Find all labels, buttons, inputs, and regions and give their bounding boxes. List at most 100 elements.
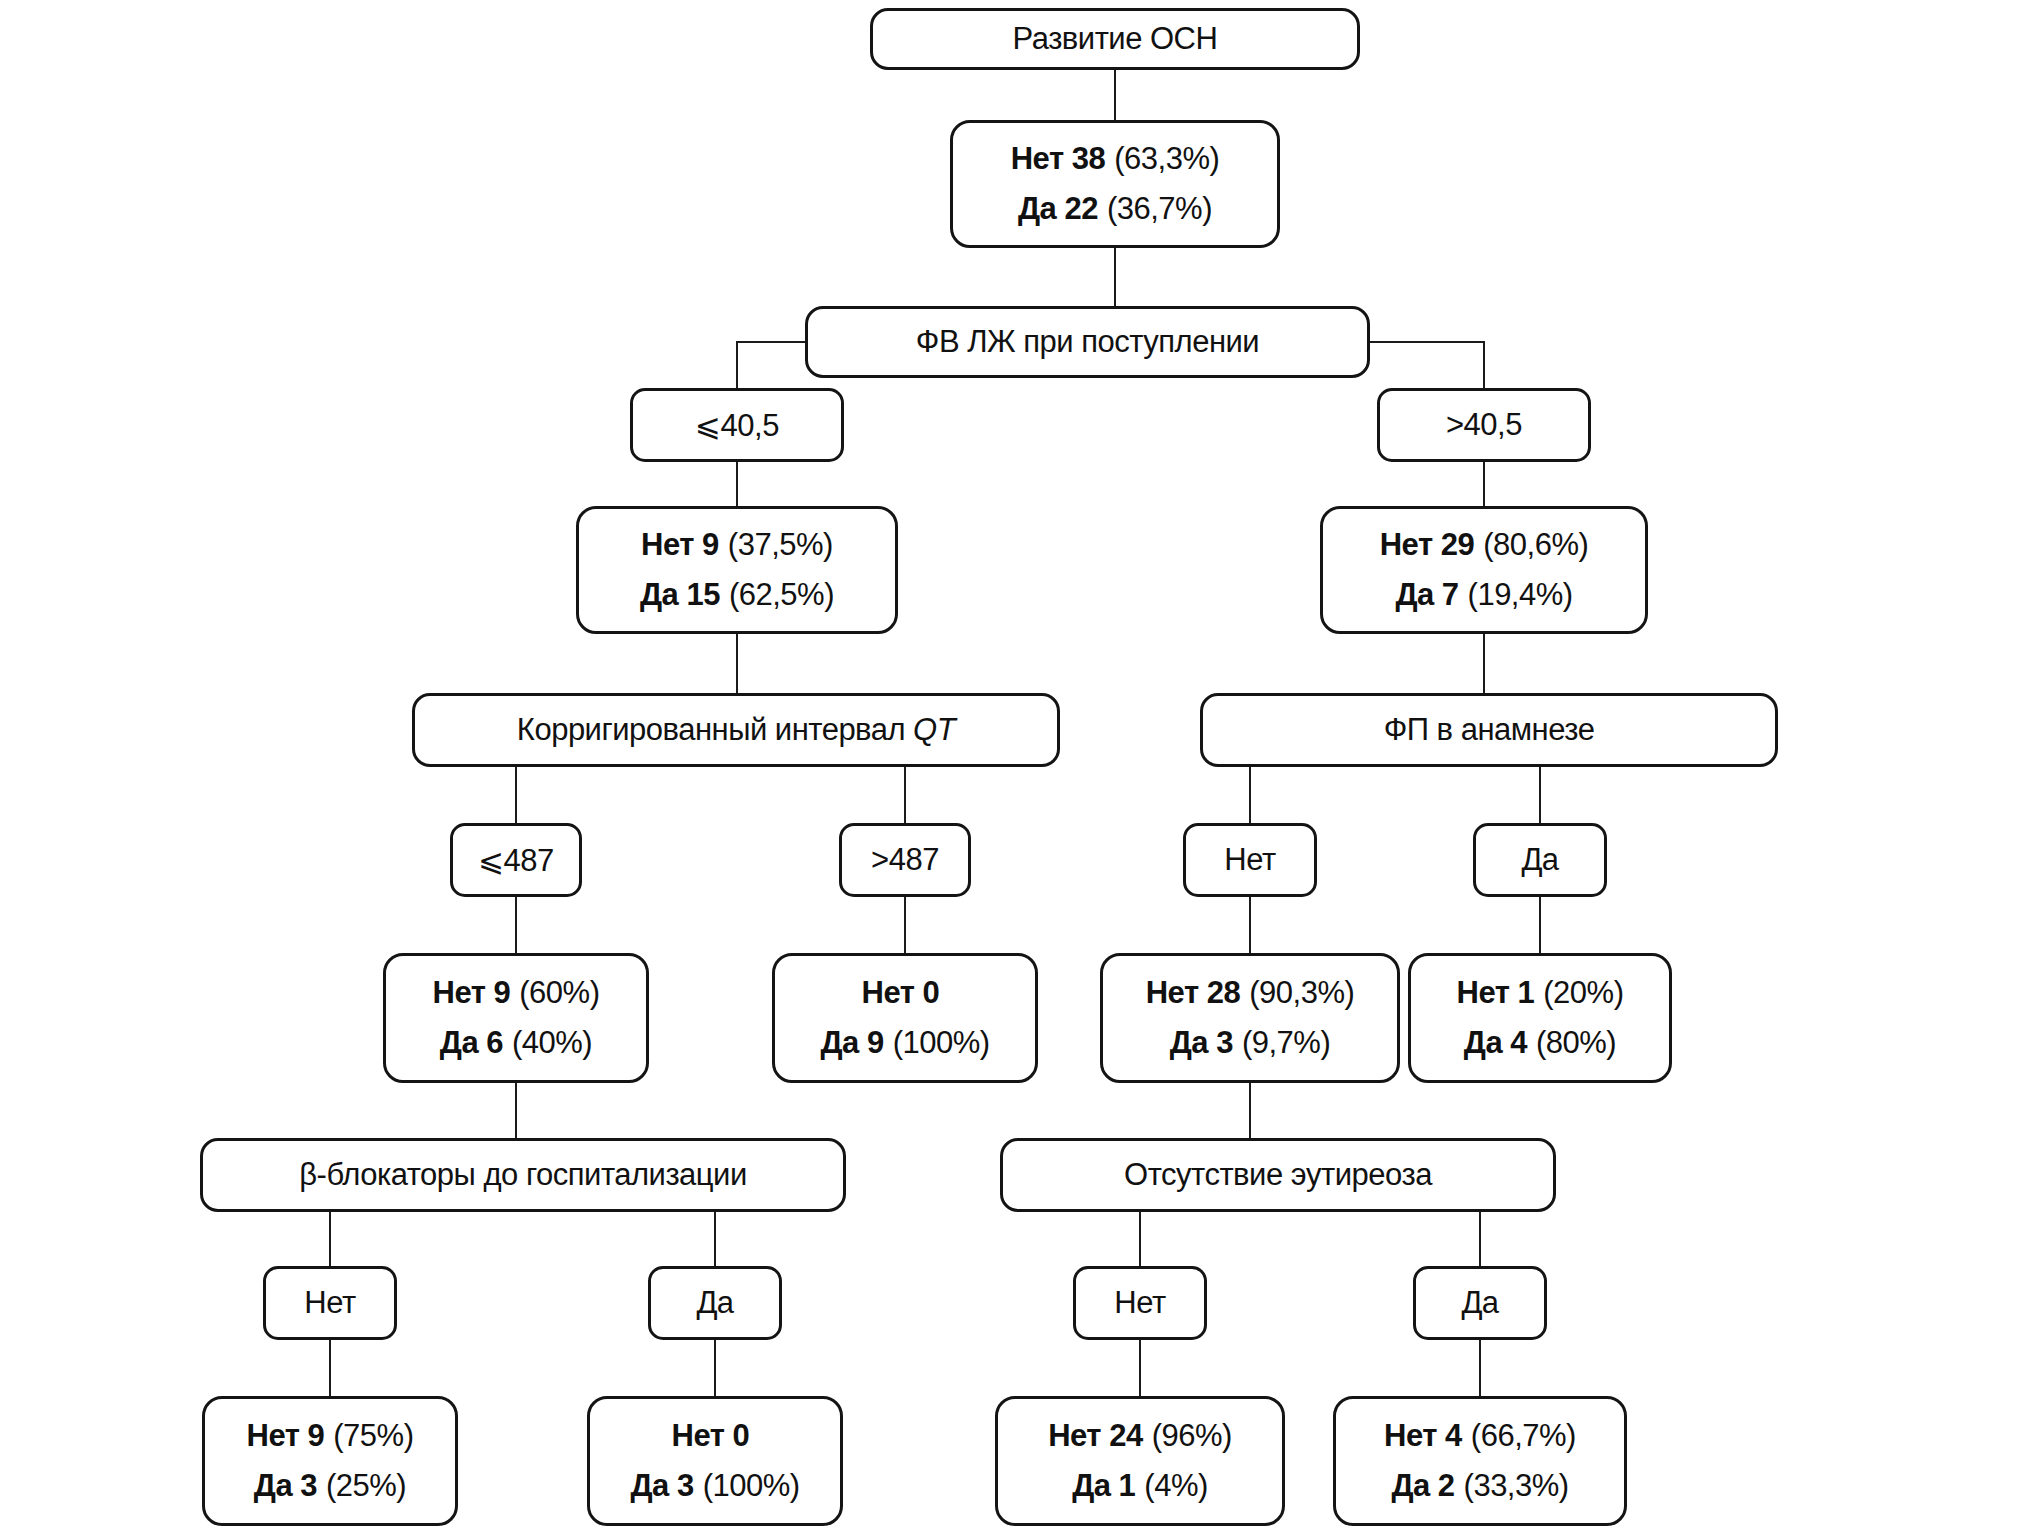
stat-line-no: Нет 1(20%) [1457,968,1624,1018]
node-stats-qt-le: Нет 9(60%) Да 6 (40%) [383,953,649,1083]
stat-no-label: Нет 29 [1380,527,1475,562]
node-qt-decision-label: Корригированный интервал [517,712,905,748]
stat-line-no: Нет 24 (96%) [1048,1411,1232,1461]
node-euthyroid-decision: Отсутствие эутиреоза [1000,1138,1556,1212]
stat-yes-pct: (100%) [703,1468,800,1503]
node-af-no: Нет [1183,823,1317,897]
node-qt-gt-487: >487 [839,823,971,897]
stat-no-label: Нет 4 [1384,1418,1462,1453]
node-qt-le-487: ⩽487 [450,823,582,897]
node-lvef-le-405: ⩽40,5 [630,388,844,462]
stat-yes-pct: (36,7%) [1107,191,1212,226]
node-lvef-decision: ФВ ЛЖ при поступлении [805,306,1370,378]
stat-line-no: Нет 9(75%) [247,1411,414,1461]
stat-yes-label: Да 22 [1018,191,1098,226]
connector-elbow [737,342,805,388]
node-stats-lvef-le: Нет 9 (37,5%) Да 15 (62,5%) [576,506,898,634]
stat-yes-pct: (33,3%) [1464,1468,1569,1503]
stat-yes-label: Да 15 [640,577,720,612]
stat-no-label: Нет 24 [1048,1418,1143,1453]
stat-yes-label: Да 9 [820,1025,883,1060]
node-stats-eu-no: Нет 24 (96%) Да 1 (4%) [995,1396,1285,1526]
node-eu-no-label: Нет [1114,1285,1165,1321]
stat-no-pct: (80,6%) [1483,527,1588,562]
stat-yes-pct: (25%) [326,1468,406,1503]
node-eu-yes: Да [1413,1266,1547,1340]
stat-no-pct: (37,5%) [728,527,833,562]
stat-line-yes: Да 7(19,4%) [1395,570,1572,620]
stat-yes-pct: (62,5%) [729,577,834,612]
stat-line-yes: Да 1 (4%) [1072,1461,1208,1511]
stat-yes-label: Да 4 [1464,1025,1527,1060]
stat-yes-label: Да 6 [440,1025,503,1060]
stat-line-yes: Да 22 (36,7%) [1018,184,1212,234]
node-qt-decision-label-italic: QT [913,712,955,748]
node-af-yes-label: Да [1521,842,1558,878]
node-stats-lvef-gt: Нет 29(80,6%) Да 7(19,4%) [1320,506,1648,634]
stat-no-pct: (75%) [333,1418,413,1453]
stat-line-no: Нет 0 [862,968,949,1018]
stat-line-no: Нет 9 (37,5%) [641,520,833,570]
stat-no-label: Нет 9 [247,1418,325,1453]
stat-line-no: Нет 9(60%) [433,968,600,1018]
stat-line-yes: Да 3 (9,7%) [1170,1018,1331,1068]
stat-no-pct: (20%) [1543,975,1623,1010]
connector-elbow [1370,342,1484,388]
stat-yes-label: Да 3 [630,1468,693,1503]
stat-no-label: Нет 0 [862,975,940,1010]
node-root-stats: Нет 38(63,3%) Да 22 (36,7%) [950,120,1280,248]
stat-yes-pct: (100%) [893,1025,990,1060]
stat-line-no: Нет 4 (66,7%) [1384,1411,1576,1461]
node-root-title-label: Развитие ОСН [1013,21,1218,57]
node-root-title: Развитие ОСН [870,8,1360,70]
node-qt-decision: Корригированный интервал QT [412,693,1060,767]
stat-no-pct: (96%) [1152,1418,1232,1453]
stat-line-yes: Да 9 (100%) [820,1018,989,1068]
stat-yes-pct: (80%) [1536,1025,1616,1060]
stat-no-pct: (63,3%) [1114,141,1219,176]
stat-no-label: Нет 38 [1011,141,1106,176]
stat-line-yes: Да 3 (25%) [254,1461,406,1511]
stat-no-pct: (66,7%) [1471,1418,1576,1453]
node-lvef-le-405-label: ⩽40,5 [695,407,779,444]
stat-line-yes: Да 4 (80%) [1464,1018,1616,1068]
node-stats-eu-yes: Нет 4 (66,7%) Да 2 (33,3%) [1333,1396,1627,1526]
stat-yes-pct: (9,7%) [1242,1025,1330,1060]
node-stats-bb-yes: Нет 0 Да 3 (100%) [587,1396,843,1526]
node-bb-no: Нет [263,1266,397,1340]
node-af-decision-label: ФП в анамнезе [1384,712,1595,748]
stat-line-no: Нет 38(63,3%) [1011,134,1220,184]
node-eu-yes-label: Да [1461,1285,1498,1321]
node-lvef-gt-405-label: >40,5 [1446,407,1522,443]
node-euthyroid-decision-label: Отсутствие эутиреоза [1124,1157,1432,1193]
stat-line-yes: Да 15 (62,5%) [640,570,834,620]
node-qt-gt-487-label: >487 [871,842,939,878]
node-af-yes: Да [1473,823,1607,897]
node-lvef-gt-405: >40,5 [1377,388,1591,462]
node-bb-yes-label: Да [696,1285,733,1321]
node-bb-yes: Да [648,1266,782,1340]
node-betablockers-decision-label: β-блокаторы до госпитализации [299,1157,746,1193]
stat-no-label: Нет 0 [672,1418,750,1453]
stat-yes-label: Да 2 [1391,1468,1454,1503]
node-af-decision: ФП в анамнезе [1200,693,1778,767]
stat-no-pct: (90,3%) [1249,975,1354,1010]
stat-line-yes: Да 6 (40%) [440,1018,592,1068]
stat-no-label: Нет 9 [641,527,719,562]
decision-tree-diagram: Развитие ОСН Нет 38(63,3%) Да 22(36,7%) … [0,0,2020,1540]
stat-yes-label: Да 3 [254,1468,317,1503]
stat-yes-label: Да 3 [1170,1025,1233,1060]
node-qt-le-487-label: ⩽487 [478,842,554,879]
node-stats-bb-no: Нет 9(75%) Да 3 (25%) [202,1396,458,1526]
stat-line-no: Нет 28(90,3%) [1146,968,1355,1018]
stat-yes-pct: (4%) [1144,1468,1207,1503]
node-lvef-decision-label: ФВ ЛЖ при поступлении [916,324,1259,360]
stat-line-no: Нет 29(80,6%) [1380,520,1589,570]
stat-no-pct: (60%) [519,975,599,1010]
stat-yes-pct: (40%) [512,1025,592,1060]
stat-yes-label: Да 1 [1072,1468,1135,1503]
node-stats-qt-gt: Нет 0 Да 9 (100%) [772,953,1038,1083]
stat-line-no: Нет 0 [672,1411,759,1461]
stat-yes-pct: (19,4%) [1468,577,1573,612]
stat-no-label: Нет 9 [433,975,511,1010]
